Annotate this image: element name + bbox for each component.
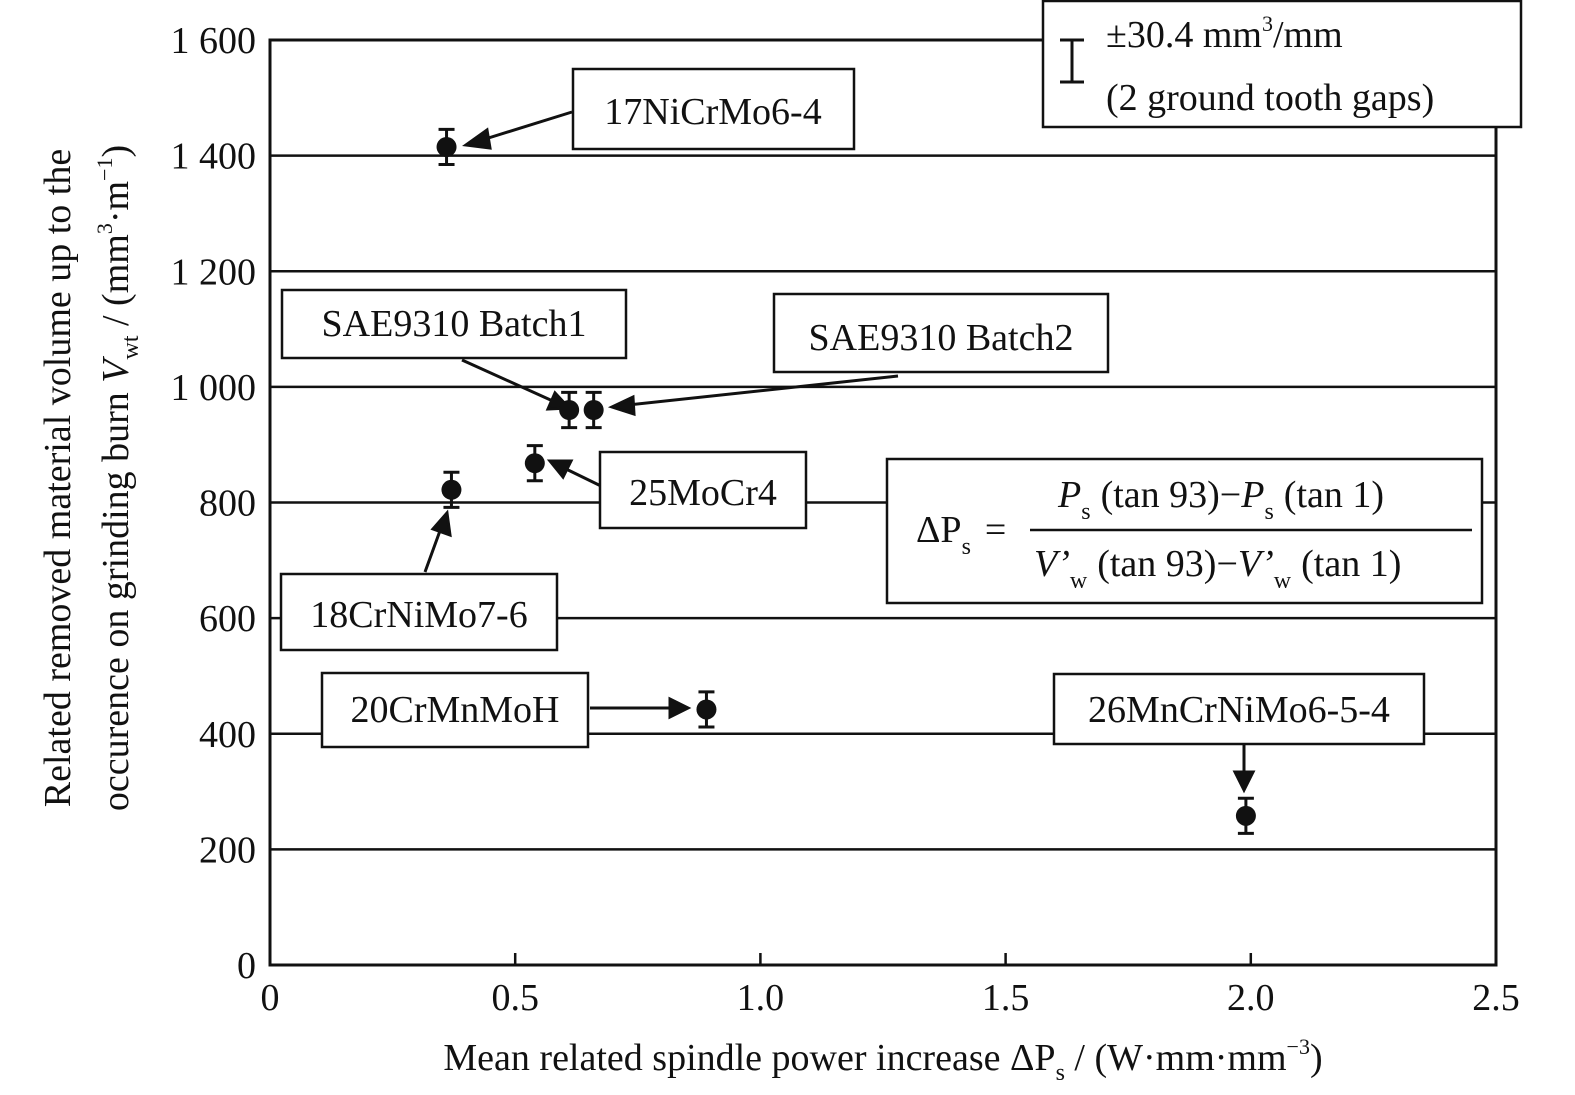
label-text: 20CrMnMoH [350,689,559,731]
y-tick-label: 1 600 [171,20,257,62]
y-axis-title-line2: occurence on grinding burn Vwt / (mm3·m−… [92,145,144,811]
point-marker [1235,805,1256,826]
point-marker [559,400,580,420]
data-point [559,390,580,430]
y-tick-label: 1 200 [171,251,257,293]
arrowhead-26MnCrNiMo6-5-4 [1232,770,1256,794]
label-SAE9310-Batch1: SAE9310 Batch1 [280,288,628,360]
y-tick-label: 1 000 [171,367,257,409]
point-marker [524,453,545,474]
y-tick-label: 600 [199,598,256,640]
y-axis-title-line1: Related removed material volume up to th… [37,149,79,807]
data-point [1235,796,1256,835]
arrowhead-20CrMnMoH [668,696,692,720]
legend-line1: ±30.4 mm3/mm [1106,11,1343,56]
point-marker [696,699,717,720]
label-SAE9310-Batch2: SAE9310 Batch2 [772,292,1110,374]
y-tick-label: 800 [199,483,256,525]
arrowhead-SAE9310-Batch2 [607,394,636,417]
data-point [436,127,457,167]
label-25MoCr4: 25MoCr4 [598,450,808,530]
x-tick-labels: 0 0.5 1.0 1.5 2.0 2.5 [261,953,1520,1019]
arrowhead-17NiCrMo6-4 [462,127,492,150]
arrow-SAE9310-Batch2 [627,374,899,407]
label-text: 17NiCrMo6-4 [604,91,821,133]
point-marker [436,136,457,157]
data-point [524,444,545,483]
x-axis-title: Mean related spindle power increase ΔPs … [443,1034,1322,1086]
data-point [441,470,462,509]
y-axis-title: Related removed material volume up to th… [37,145,144,811]
data-point [696,690,717,729]
y-tick-label: 400 [199,714,256,756]
plot-frame [268,38,1498,967]
formula-denominator: V’w (tan 93)−V’w (tan 1) [1034,543,1401,594]
arrow-SAE9310-Batch1 [461,358,556,404]
arrow-25MoCr4 [563,466,604,489]
x-tick-label: 2.5 [1472,977,1520,1019]
label-20CrMnMoH: 20CrMnMoH [320,671,590,749]
y-tick-label: 200 [199,829,256,871]
formula-lhs: ΔPs = [916,509,1006,560]
x-tick-label: 2.0 [1227,977,1275,1019]
errorbar-legend-icon [1060,38,1084,84]
label-text: SAE9310 Batch2 [809,317,1074,359]
arrow-17NiCrMo6-4 [481,110,573,142]
legend: ±30.4 mm3/mm (2 ground tooth gaps) [1041,0,1523,129]
label-26MnCrNiMo6-5-4: 26MnCrNiMo6-5-4 [1052,672,1426,746]
annotation-arrows [423,110,1256,794]
point-marker [583,400,604,420]
label-17NiCrMo6-4: 17NiCrMo6-4 [571,67,856,151]
arrow-18CrNiMo7-6 [423,527,443,573]
label-text: 18CrNiMo7-6 [310,594,527,636]
label-text: SAE9310 Batch1 [322,303,587,345]
data-points [436,127,1256,835]
arrowhead-25MoCr4 [546,459,574,480]
y-tick-label: 1 400 [171,136,257,178]
x-tick-label: 0.5 [491,977,539,1019]
formula-numerator: Ps (tan 93)−Ps (tan 1) [1057,474,1384,525]
formula-box: ΔPs = Ps (tan 93)−Ps (tan 1) V’w (tan 93)−V’… [885,457,1484,605]
arrowhead-18CrNiMo7-6 [430,509,452,538]
label-text: 26MnCrNiMo6-5-4 [1088,689,1390,731]
x-tick-label: 1.0 [737,977,785,1019]
label-18CrNiMo7-6: 18CrNiMo7-6 [279,572,559,652]
y-tick-label: 0 [237,945,256,987]
y-tick-labels: 0 200 400 600 800 1 000 1 200 1 400 1 600 [171,20,257,987]
legend-line2: (2 ground tooth gaps) [1106,77,1434,119]
label-text: 25MoCr4 [629,472,777,514]
x-tick-label: 0 [261,977,280,1019]
data-point [583,390,604,430]
x-tick-label: 1.5 [982,977,1030,1019]
point-marker [441,479,462,500]
